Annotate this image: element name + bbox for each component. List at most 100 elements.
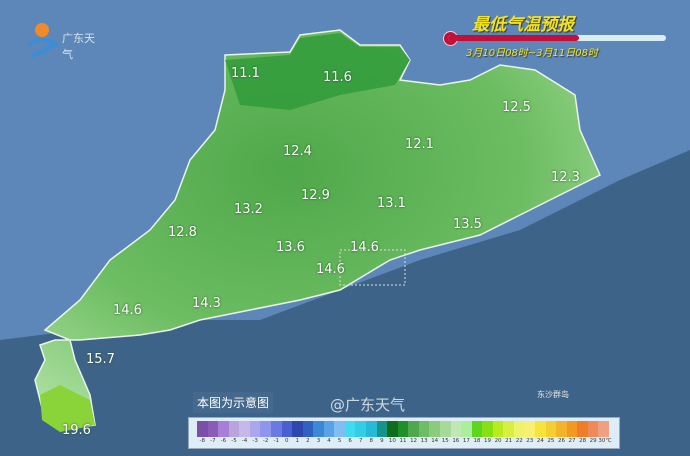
station-value: 13.5 — [453, 217, 482, 232]
legend-tick-label: 3 — [316, 438, 321, 444]
legend-swatch — [450, 421, 462, 437]
station-value: 12.3 — [551, 170, 580, 185]
legend-swatch — [207, 421, 219, 437]
legend-tick-label: 18 — [473, 438, 481, 444]
legend-tick-label: 15 — [441, 438, 449, 444]
station-value: 14.6 — [350, 240, 379, 255]
station-value: 12.4 — [283, 144, 312, 159]
legend-tick-label: 10 — [388, 438, 396, 444]
legend-swatch — [302, 421, 314, 437]
legend-swatch — [387, 421, 399, 437]
map-title: 最低气温预报 — [472, 15, 574, 35]
station-value: 13.1 — [377, 196, 406, 211]
legend-tick-label: 16 — [452, 438, 460, 444]
thermometer-bar — [448, 35, 666, 41]
guangdong-weather-logo: 广东天气 — [24, 18, 104, 61]
legend-swatch — [355, 421, 367, 437]
legend-swatch — [228, 421, 240, 437]
forecast-period: 3月10日08时~3月11日08时 — [466, 48, 599, 59]
legend-tick-label: 12 — [410, 438, 418, 444]
station-value: 12.1 — [405, 137, 434, 152]
legend-tick-label: -1 — [273, 438, 279, 444]
legend-swatch — [281, 421, 293, 437]
legend-swatch — [270, 421, 282, 437]
station-value: 11.1 — [231, 66, 260, 81]
station-value: 12.5 — [502, 100, 531, 115]
legend-swatch — [471, 421, 483, 437]
legend-swatch — [260, 421, 272, 437]
watermark: @广东天气 — [330, 396, 406, 414]
station-value: 13.6 — [276, 240, 305, 255]
legend-tick-label: 13 — [420, 438, 428, 444]
thermometer-fill — [448, 35, 579, 41]
legend-swatch — [218, 421, 230, 437]
legend-tick-label: 21 — [505, 438, 513, 444]
legend-swatch — [344, 421, 356, 437]
legend-swatch — [239, 421, 251, 437]
legend-tick-label: -4 — [241, 438, 248, 444]
legend-tick-label: 8 — [369, 438, 374, 444]
legend-swatch — [524, 421, 536, 437]
legend-swatch — [545, 421, 557, 437]
color-legend: -8 -7 -6 -5 -4 -3 -2 -1 0 1 2 3 4 5 6 7 8 9 10 11 12 13 14 15 16… — [188, 417, 620, 449]
leizhou-peninsula — [40, 385, 95, 432]
legend-tick-label: 14 — [431, 438, 439, 444]
station-value: 11.6 — [323, 70, 352, 85]
logo-text: 广东天气 — [62, 32, 95, 61]
legend-swatch — [249, 421, 261, 437]
legend-tick-label: 29 — [589, 438, 597, 444]
station-value: 14.3 — [192, 296, 221, 311]
legend-swatch — [492, 421, 504, 437]
legend-tick-label: 25 — [547, 438, 555, 444]
legend-swatch — [577, 421, 589, 437]
legend-tick-label: 27 — [568, 438, 576, 444]
station-value: 14.6 — [113, 303, 142, 318]
legend-tick-label: -5 — [231, 438, 237, 444]
legend-tick-label: 24 — [536, 438, 544, 444]
legend-swatch — [376, 421, 388, 437]
legend-tick-label: -6 — [220, 438, 227, 444]
legend-swatch — [292, 421, 304, 437]
legend-swatch — [461, 421, 473, 437]
legend-swatch — [313, 421, 325, 437]
legend-tick-label: 22 — [515, 438, 523, 444]
legend-swatch — [429, 421, 441, 437]
guangdong-province — [34, 29, 601, 431]
sun-logo-icon — [27, 23, 59, 58]
legend-tick-label: 9 — [380, 438, 384, 444]
legend-swatch — [418, 421, 430, 437]
legend-swatch — [408, 421, 420, 437]
legend-tick-label: -3 — [252, 438, 258, 444]
legend-tick-label: -7 — [210, 438, 216, 444]
legend-tick-label: 2 — [306, 438, 310, 444]
legend-swatch — [397, 421, 409, 437]
legend-tick-label: 7 — [358, 438, 363, 444]
station-value: 15.7 — [86, 352, 115, 367]
legend-swatch — [334, 421, 346, 437]
legend-swatch — [197, 421, 209, 437]
legend-tick-label: 28 — [579, 438, 587, 444]
legend-tick-label: 4 — [327, 438, 331, 444]
legend-tick-label: -8 — [199, 438, 206, 444]
station-value: 19.6 — [62, 423, 91, 438]
legend-swatch — [598, 421, 610, 437]
legend-swatch — [513, 421, 525, 437]
legend-tick-label: 20 — [494, 438, 502, 444]
legend-tick-label: 11 — [399, 438, 407, 444]
legend-tick-label: 6 — [348, 438, 352, 444]
legend-tick-label: 30℃ — [598, 438, 612, 444]
legend-swatch — [556, 421, 568, 437]
legend-tick-label: 0 — [285, 438, 289, 444]
legend-tick-label: 23 — [526, 438, 534, 444]
station-value: 12.9 — [301, 188, 330, 203]
legend-swatch — [323, 421, 335, 437]
legend-tick-label: 1 — [295, 438, 300, 444]
hong-kong-macau-box — [339, 249, 406, 286]
dongsha-islands-label: 东沙群岛 — [537, 390, 569, 399]
station-value: 12.8 — [168, 225, 197, 240]
schematic-note: 本图为示意图 — [193, 392, 274, 413]
legend-tick-label: 26 — [557, 438, 565, 444]
legend-swatch — [566, 421, 578, 437]
legend-tick-label: -2 — [262, 438, 269, 444]
